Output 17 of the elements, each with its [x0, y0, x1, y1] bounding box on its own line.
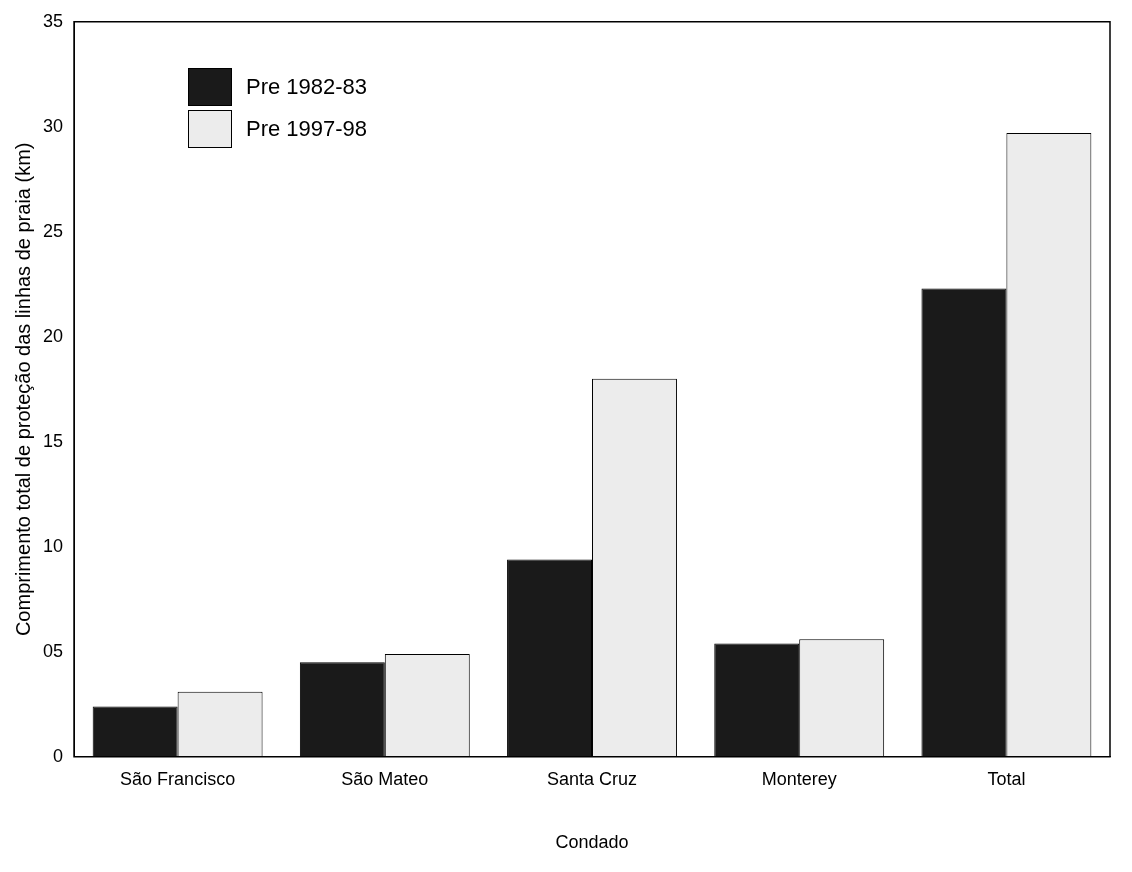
y-tick-label: 30 [42, 115, 64, 136]
y-tick-label: 10 [42, 535, 64, 556]
x-tick-label: São Mateo [341, 768, 429, 789]
x-tick-label: Monterey [761, 768, 837, 789]
y-tick-label: 35 [42, 10, 64, 31]
y-tick-label: 05 [42, 640, 64, 661]
legend-label: Pre 1982-83 [246, 74, 368, 100]
y-tick-label: 25 [42, 220, 64, 241]
x-tick-label: Santa Cruz [546, 768, 638, 789]
x-axis-title: Condado [555, 832, 629, 853]
x-tick-label: São Francisco [120, 768, 236, 789]
x-tick-label: Total [987, 768, 1026, 789]
y-tick-label: 15 [42, 430, 64, 451]
y-tick-label: 0 [53, 745, 64, 766]
y-tick-label: 20 [42, 325, 64, 346]
y-axis-title: Comprimento total de proteção das linhas de praia (km) [11, 142, 34, 637]
legend-label: Pre 1997-98 [246, 116, 368, 142]
